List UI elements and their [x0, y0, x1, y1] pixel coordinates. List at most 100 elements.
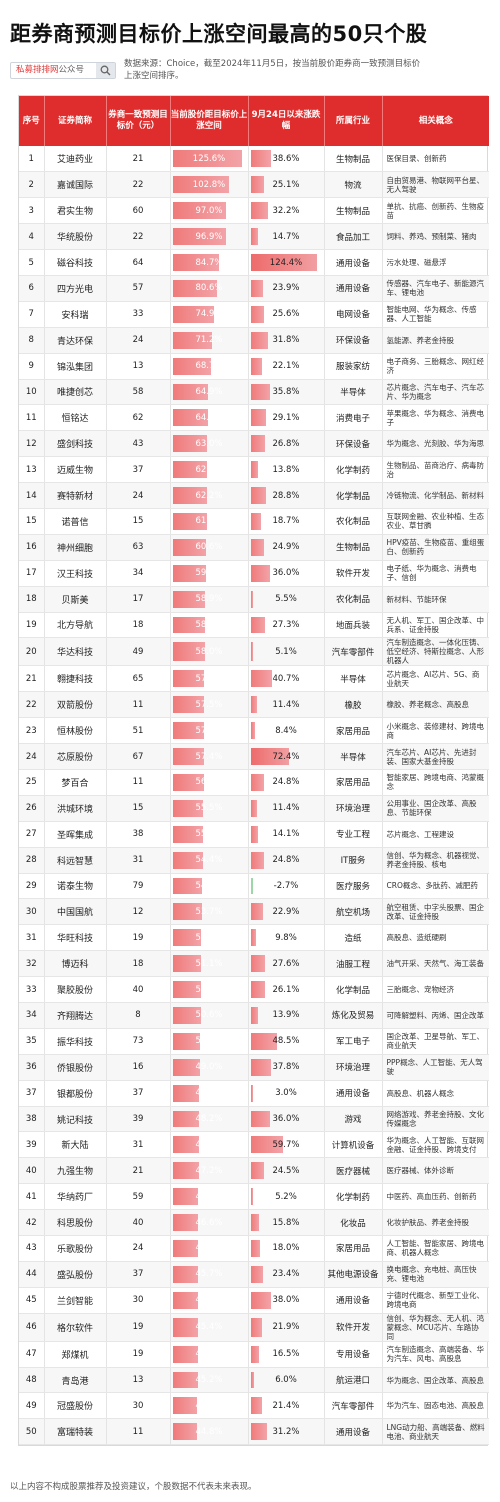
cell-industry: 通用设备	[324, 1418, 383, 1446]
upside-value: 46.6%	[195, 1217, 223, 1228]
table-row: 14 赛特新材 24 62.2% 28.8% 化学制品 冷链物流、化学制品、新材料	[19, 482, 489, 509]
cell-change: 23.9%	[248, 275, 325, 302]
upside-bar	[172, 1397, 198, 1415]
cell-industry: 环保设备	[324, 430, 383, 458]
cell-industry: 医疗服务	[324, 873, 383, 900]
cell-upside: 74.9%	[170, 301, 249, 328]
change-value: 11.4%	[272, 803, 300, 814]
cell-concepts: 医保目录、创新药	[382, 146, 489, 173]
upside-bar	[172, 1240, 199, 1257]
change-value: 38.6%	[272, 153, 300, 164]
upside-value: 45.2%	[195, 1375, 223, 1386]
search-button[interactable]	[96, 63, 115, 78]
upside-bar	[172, 564, 206, 582]
change-value: 29.1%	[272, 412, 300, 423]
cell-name: 唯捷创芯	[44, 379, 107, 406]
upside-bar	[172, 877, 203, 895]
cell-target: 30	[106, 1287, 171, 1314]
upside-bar	[172, 1110, 200, 1128]
header-upside: 当前股价距目标价上涨空间	[170, 96, 249, 146]
upside-value: 71.2%	[195, 335, 223, 346]
cell-rank: 15	[19, 508, 45, 535]
table-row: 17 汉王科技 34 59.7% 36.0% 软件开发 电子纸、华为概念、消费电子、信创	[19, 560, 489, 587]
cell-rank: 5	[19, 249, 45, 276]
upside-bar	[172, 409, 208, 427]
search-icon	[100, 65, 111, 76]
cell-concepts: 公用事业、国企改革、高股息、节能环保	[382, 795, 489, 822]
upside-bar	[172, 538, 207, 556]
cell-name: 诺泰生物	[44, 873, 107, 900]
change-bar	[250, 1265, 264, 1283]
change-bar	[250, 877, 253, 895]
cell-change: 31.2%	[248, 1418, 325, 1446]
change-value: 31.2%	[272, 1426, 300, 1437]
cell-name: 华达科技	[44, 637, 107, 667]
upside-bar	[172, 696, 205, 714]
cell-name: 君实生物	[44, 197, 107, 225]
upside-value: 45.4%	[195, 1322, 223, 1333]
cell-name: 双箭股份	[44, 691, 107, 719]
cell-name: 艾迪药业	[44, 146, 107, 173]
cell-industry: 环保设备	[324, 327, 383, 354]
cell-target: 37	[106, 1261, 171, 1288]
cell-rank: 14	[19, 482, 45, 509]
cell-rank: 11	[19, 404, 45, 432]
change-value: 21.9%	[272, 1322, 300, 1333]
upside-value: 57.4%	[195, 751, 223, 762]
cell-concepts: 互联网金融、农业种植、生态农业、草甘膦	[382, 508, 489, 535]
cell-target: 18	[106, 950, 171, 978]
cell-target: 11	[106, 691, 171, 719]
cell-upside: 55.2%	[170, 821, 249, 848]
cell-industry: 通用设备	[324, 249, 383, 276]
cell-change: 48.5%	[248, 1028, 325, 1055]
cell-concepts: 橡胶、养老概念、高股息	[382, 691, 489, 719]
source-badge[interactable]: 私募排排网公众号	[10, 62, 116, 79]
cell-name: 嘉诚国际	[44, 171, 107, 199]
cell-rank: 12	[19, 430, 45, 458]
change-bar	[250, 722, 256, 740]
change-value: 16.5%	[272, 1349, 300, 1360]
cell-change: 31.8%	[248, 327, 325, 354]
upside-value: 48.6%	[195, 1088, 223, 1099]
cell-change: 32.2%	[248, 197, 325, 225]
change-value: -2.7%	[273, 880, 299, 891]
cell-rank: 19	[19, 612, 45, 639]
upside-value: 64.1%	[195, 412, 223, 423]
cell-industry: IT服务	[324, 847, 383, 874]
cell-concepts: 芯片概念、汽车电子、汽车芯片、华为概念	[382, 379, 489, 406]
cell-industry: 航空机场	[324, 898, 383, 926]
change-value: 25.1%	[272, 179, 300, 190]
change-bar	[250, 903, 263, 921]
cell-concepts: 氢能源、养老金持股	[382, 327, 489, 354]
change-bar	[250, 435, 265, 453]
cell-concepts: 换电概念、充电桩、高压快充、锂电池	[382, 1261, 489, 1288]
cell-industry: 汽车零部件	[324, 637, 383, 667]
upside-value: 50.5%	[195, 1036, 223, 1047]
change-value: 59.7%	[272, 1139, 300, 1150]
table-row: 15 诺普信 15 61.8% 18.7% 农化制品 互联网金融、农业种植、生态农业、草甘膦	[19, 508, 489, 535]
cell-upside: 62.2%	[170, 482, 249, 509]
change-value: 5.1%	[275, 646, 297, 657]
cell-industry: 炼化及贸易	[324, 1002, 383, 1029]
table-row: 13 迈威生物 37 62.7% 13.8% 化学制药 生物制品、苗商治疗、病毒防治	[19, 456, 489, 484]
upside-value: 44.8%	[195, 1426, 223, 1437]
upside-value: 53.7%	[195, 906, 223, 917]
change-value: 27.6%	[272, 958, 300, 969]
cell-rank: 50	[19, 1418, 45, 1446]
table-row: 5 磁谷科技 64 84.7% 124.4% 通用设备 污水处理、磁悬浮	[19, 249, 489, 276]
cell-concepts: 华为概念、人工智能、互联网金融、证金持股、跨境支付	[382, 1131, 489, 1159]
cell-target: 33	[106, 301, 171, 328]
cell-name: 汉王科技	[44, 560, 107, 587]
cell-upside: 102.8%	[170, 171, 249, 199]
cell-name: 安科瑞	[44, 301, 107, 328]
cell-name: 博迈科	[44, 950, 107, 978]
table-row: 41 华纳药厂 59 46.7% 5.2% 化学制药 中医药、高血压药、创新药	[19, 1183, 489, 1211]
change-bar	[250, 228, 259, 246]
cell-concepts: 华为汽车、固态电池、高股息	[382, 1392, 489, 1420]
table-row: 8 青达环保 24 71.2% 31.8% 环保设备 氢能源、养老金持股	[19, 327, 489, 354]
upside-bar	[172, 903, 203, 921]
cell-industry: 化学制药	[324, 1183, 383, 1211]
cell-upside: 54.0%	[170, 873, 249, 900]
cell-concepts: 智能电网、华为概念、传感器、人工智能	[382, 301, 489, 328]
change-bar	[250, 254, 318, 271]
